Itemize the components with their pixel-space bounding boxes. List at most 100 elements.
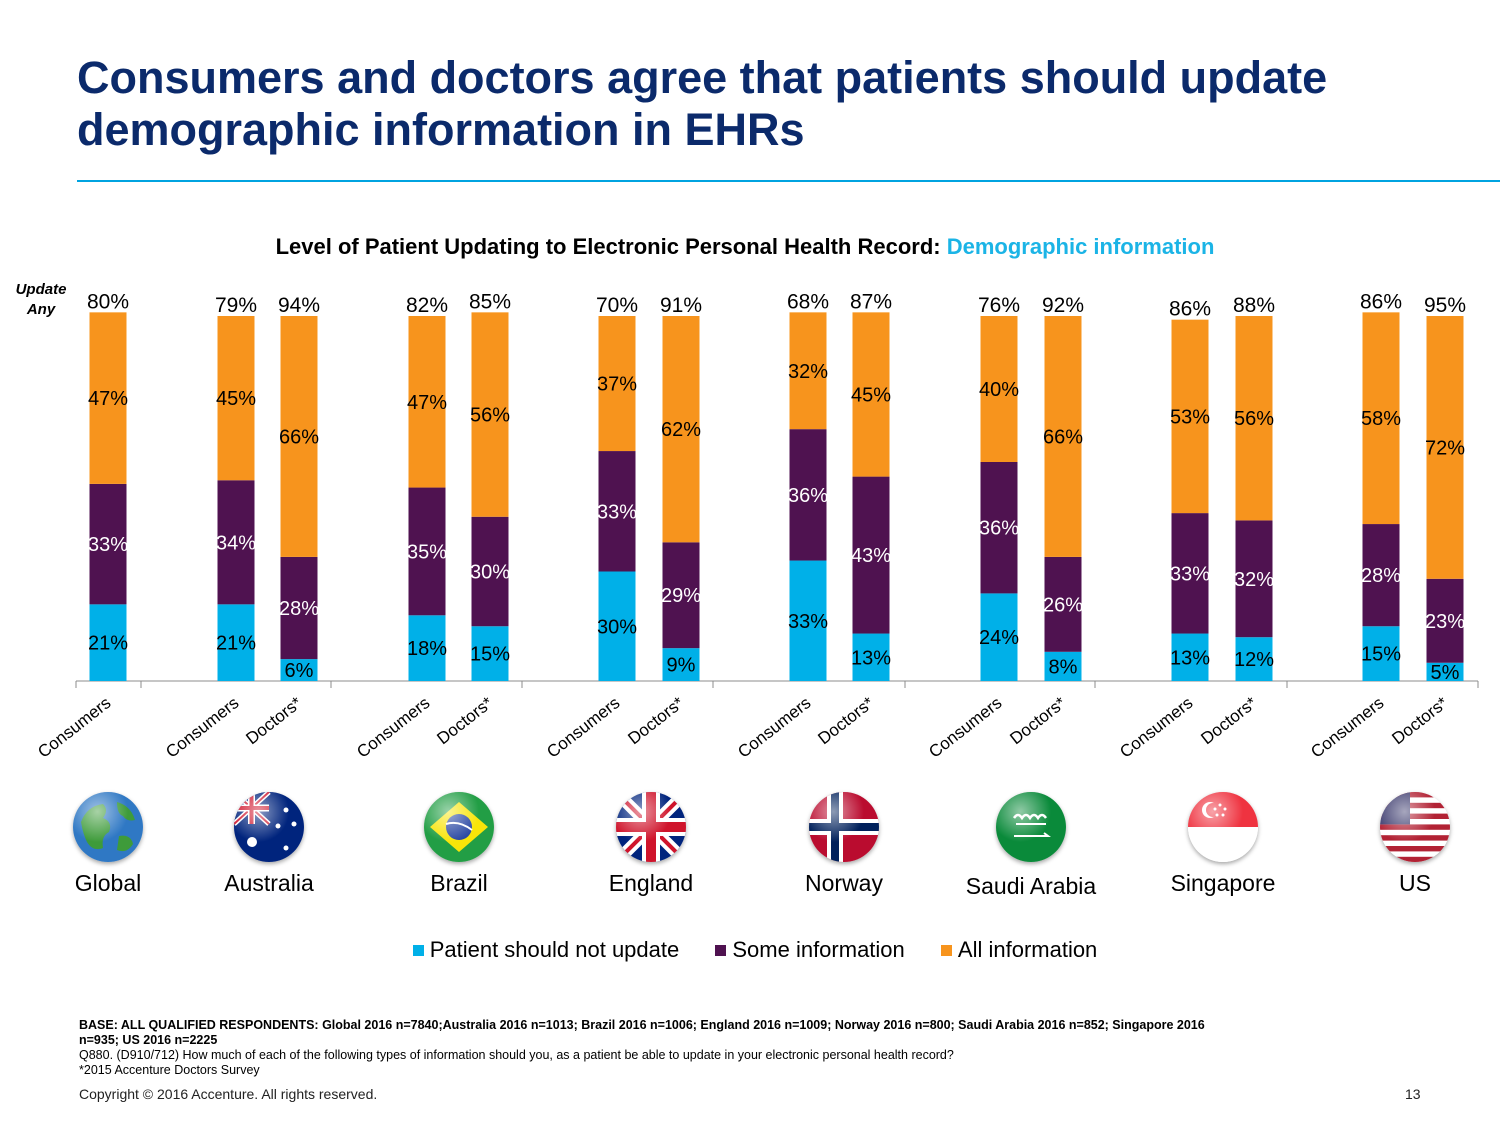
- category-label: Consumers: [353, 693, 433, 761]
- country-singapore: Singapore: [1143, 792, 1303, 897]
- data-label-all: 32%: [788, 361, 828, 383]
- data-label-not-update: 13%: [851, 647, 891, 669]
- data-label-all: 53%: [1170, 406, 1210, 428]
- legend-swatch-some: [715, 945, 727, 956]
- country-australia: Australia: [189, 792, 349, 897]
- bar-segment-not-update: [1426, 662, 1464, 681]
- data-label-all: 56%: [1234, 408, 1274, 430]
- total-label: 82%: [406, 294, 448, 317]
- country-name: US: [1399, 870, 1431, 896]
- bar-segment-all: [1044, 316, 1082, 557]
- category-label: Doctors*: [242, 693, 305, 748]
- bar-segment-some: [280, 556, 318, 660]
- data-label-all: 37%: [597, 374, 637, 396]
- footnotes: BASE: ALL QUALIFIED RESPONDENTS: Global …: [79, 1018, 1219, 1078]
- bar-segment-some: [789, 429, 827, 561]
- england-flag-icon: [616, 792, 686, 862]
- bar-segment-some: [217, 480, 255, 605]
- total-label: 86%: [1360, 290, 1402, 313]
- country-brazil: Brazil: [379, 792, 539, 897]
- bar-segment-not-update: [280, 659, 318, 681]
- bar-segment-not-update: [662, 648, 700, 681]
- bar-segment-all: [1426, 316, 1464, 579]
- data-label-all: 45%: [851, 384, 891, 406]
- singapore-flag-icon: [1188, 792, 1258, 862]
- total-label: 92%: [1042, 294, 1084, 317]
- category-label: Doctors*: [1388, 693, 1451, 748]
- bar-segment-some: [662, 542, 700, 649]
- bar-segment-all: [789, 312, 827, 430]
- data-label-some: 35%: [407, 541, 447, 563]
- country-name: Brazil: [430, 870, 488, 896]
- data-label-all: 40%: [979, 379, 1019, 401]
- bar-segment-all: [1171, 319, 1209, 514]
- data-label-some: 30%: [470, 562, 510, 584]
- legend-label: Some information: [732, 937, 905, 962]
- data-label-all: 47%: [88, 388, 128, 410]
- legend-item-some: Some information: [715, 937, 905, 963]
- update-any-label: Update Any: [15, 281, 67, 318]
- total-label: 70%: [596, 294, 638, 317]
- bar-segment-all: [662, 316, 700, 543]
- chart-legend: Patient should not update Some informati…: [0, 937, 1500, 963]
- australia-flag-icon: [234, 792, 304, 862]
- data-label-some: 43%: [851, 545, 891, 567]
- bar-segment-some: [1362, 524, 1400, 627]
- norway-flag-icon: [809, 792, 879, 862]
- bar-segment-some: [852, 476, 890, 634]
- bar-segment-all: [852, 312, 890, 477]
- bar-segment-all: [280, 316, 318, 557]
- bar-segment-not-update: [980, 593, 1018, 681]
- data-label-some: 34%: [216, 532, 256, 554]
- data-label-not-update: 18%: [407, 638, 447, 660]
- category-label: Consumers: [543, 693, 623, 761]
- bar-segment-not-update: [1235, 637, 1273, 681]
- bar-segment-all: [408, 316, 446, 488]
- bar-segment-not-update: [471, 626, 509, 681]
- total-label: 68%: [787, 290, 829, 313]
- total-label: 87%: [850, 290, 892, 313]
- data-label-not-update: 5%: [1431, 662, 1460, 684]
- total-label: 85%: [469, 290, 511, 313]
- bar-segment-some: [1171, 513, 1209, 634]
- data-label-not-update: 9%: [667, 655, 696, 677]
- data-label-not-update: 30%: [597, 616, 637, 638]
- bar-segment-some: [598, 451, 636, 572]
- data-label-some: 32%: [1234, 569, 1274, 591]
- data-label-some: 33%: [597, 501, 637, 523]
- bar-segment-not-update: [89, 604, 127, 681]
- bar-segment-not-update: [408, 615, 446, 681]
- country-us: US: [1335, 792, 1495, 897]
- total-label: 88%: [1233, 294, 1275, 317]
- doctors-survey-note: *2015 Accenture Doctors Survey: [79, 1063, 260, 1077]
- chart-title-prefix: Level of Patient Updating to Electronic …: [275, 234, 941, 259]
- legend-label: All information: [957, 937, 1098, 962]
- bar-segment-some: [1235, 520, 1273, 638]
- category-label: Consumers: [1307, 693, 1387, 761]
- data-label-not-update: 12%: [1234, 649, 1274, 671]
- data-label-all: 66%: [1043, 426, 1083, 448]
- legend-label: Patient should not update: [429, 937, 680, 962]
- data-label-not-update: 15%: [470, 644, 510, 666]
- legend-swatch-all: [940, 945, 952, 956]
- country-global: Global: [28, 792, 188, 897]
- bar-segment-all: [217, 316, 255, 481]
- data-label-some: 33%: [1170, 563, 1210, 585]
- data-label-not-update: 6%: [285, 660, 314, 682]
- category-label: Doctors*: [1197, 693, 1260, 748]
- data-label-some: 26%: [1043, 594, 1083, 616]
- country-name: Global: [74, 870, 142, 896]
- data-label-some: 29%: [661, 585, 701, 607]
- legend-item-not-update: Patient should not update: [412, 937, 680, 963]
- data-label-some: 36%: [979, 518, 1019, 540]
- bar-segment-not-update: [598, 571, 636, 681]
- data-label-all: 58%: [1361, 408, 1401, 430]
- title-divider: [77, 180, 1500, 182]
- bar-segment-some: [1426, 578, 1464, 663]
- legend-swatch-not-update: [412, 945, 424, 956]
- bar-segment-not-update: [1171, 633, 1209, 681]
- category-label: Doctors*: [433, 693, 496, 748]
- bar-segment-all: [1362, 312, 1400, 525]
- bar-segment-not-update: [852, 633, 890, 681]
- bar-segment-some: [980, 462, 1018, 594]
